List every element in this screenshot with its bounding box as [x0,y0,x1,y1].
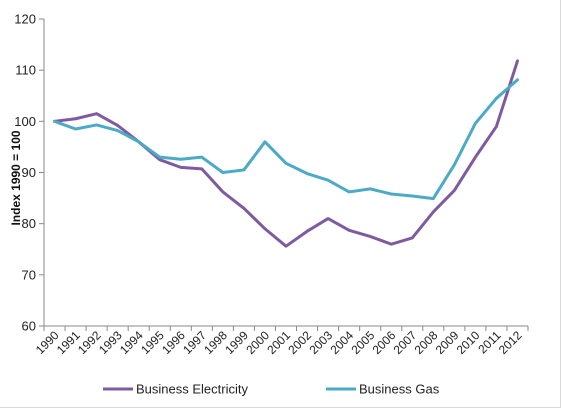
y-tick-label: 60 [22,319,36,334]
y-axis: 60 70 80 90 100 110 120 [14,12,45,334]
series-line-0 [53,59,519,248]
y-tick-label: 90 [22,165,36,180]
y-tick-label: 70 [22,267,36,282]
y-tick-label: 120 [14,12,36,27]
y-tick-label: 100 [14,114,36,129]
legend-label-0: Business Electricity [136,382,248,397]
y-tick-label: 110 [15,63,36,78]
x-tick-label: 2012 [496,328,525,357]
series-line-1 [53,78,519,201]
x-axis: 1990199119921993199419951996199719981999… [33,325,529,357]
y-tick-label: 80 [22,216,36,231]
legend: Business Electricity Business Gas [103,382,440,397]
y-axis-title: Index 1990 = 100 [9,130,23,225]
legend-label-1: Business Gas [359,382,440,397]
series-lines [53,59,519,248]
